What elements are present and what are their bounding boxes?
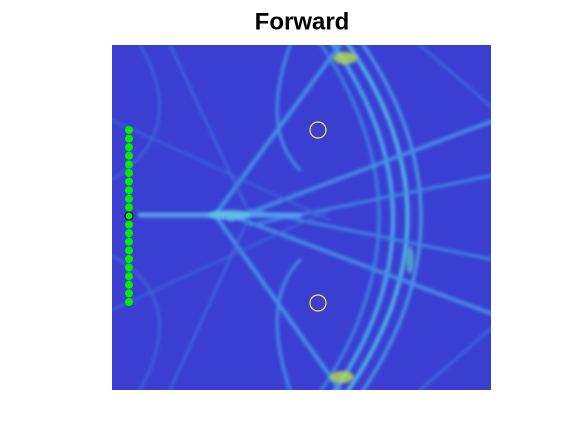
- sensor-dot: [125, 126, 133, 134]
- sensor-dot: [125, 203, 133, 212]
- sensor-dot: [125, 143, 133, 152]
- sensor-dot: [125, 298, 133, 306]
- sensor-dot: [125, 177, 133, 186]
- sensor-array: [124, 126, 134, 306]
- sensor-dot: [125, 289, 133, 298]
- sensor-dot: [125, 220, 133, 229]
- sensor-dot: [125, 263, 133, 272]
- sensor-dot: [125, 194, 133, 203]
- sensor-dot: [125, 169, 133, 177]
- sensor-dot: [125, 255, 133, 263]
- sensor-dot: [125, 151, 133, 160]
- sensor-dot: [124, 211, 134, 221]
- sensor-dot: [125, 160, 133, 169]
- sensor-dot: [125, 280, 133, 289]
- title: Forward: [255, 8, 350, 35]
- sensor-dot: [125, 237, 133, 246]
- sensor-dot: [125, 229, 133, 238]
- wavefield-image: [112, 45, 491, 390]
- sensor-dot: [125, 134, 133, 143]
- sensor-dot: [125, 246, 133, 255]
- sensor-dot: [125, 186, 133, 195]
- sensor-dot: [125, 272, 133, 281]
